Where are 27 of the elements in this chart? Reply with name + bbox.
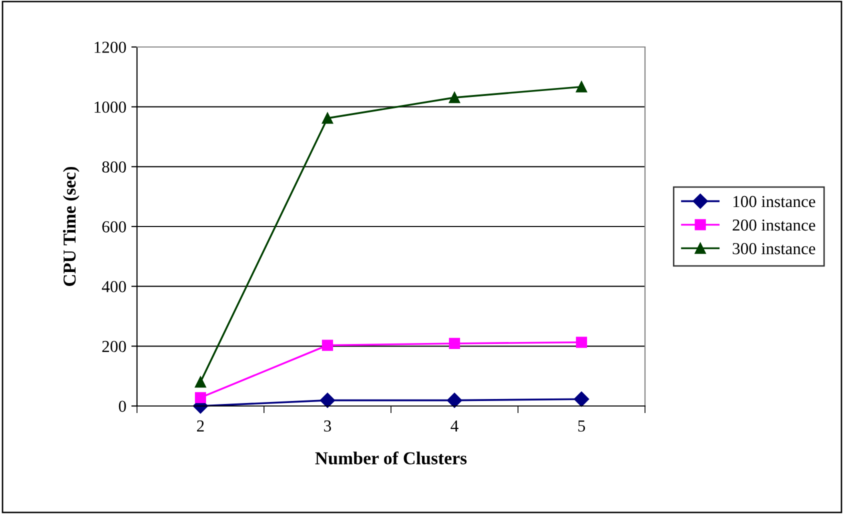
point [194, 392, 206, 404]
point [194, 376, 206, 388]
point [576, 336, 588, 348]
point [446, 392, 462, 408]
y-tick-label: 1000 [94, 102, 126, 113]
y-tick-label: 400 [102, 281, 126, 292]
y-axis-title: CPU Time (sec) [62, 166, 80, 286]
x-axis-title: Number of Clusters [315, 451, 467, 464]
legend-label: 100 instance [733, 196, 816, 208]
point [322, 112, 334, 124]
y-tick-label: 0 [118, 400, 126, 412]
point [448, 338, 460, 350]
y-tick-label: 800 [102, 161, 126, 173]
point [448, 92, 460, 104]
legend-label: 200 instance [732, 219, 816, 231]
point [576, 81, 588, 92]
point [320, 392, 336, 408]
point [322, 340, 334, 351]
x-tick-label: 5 [578, 420, 586, 432]
x-tick-label: 2 [197, 420, 204, 432]
legend-label: 300 instance [732, 243, 816, 254]
point [574, 392, 590, 407]
y-tick-label: 600 [102, 221, 126, 232]
x-tick-label: 4 [450, 420, 458, 432]
x-tick-label: 3 [324, 420, 332, 432]
y-tick-label: 1200 [94, 42, 126, 53]
y-tick-label: 200 [102, 340, 126, 352]
